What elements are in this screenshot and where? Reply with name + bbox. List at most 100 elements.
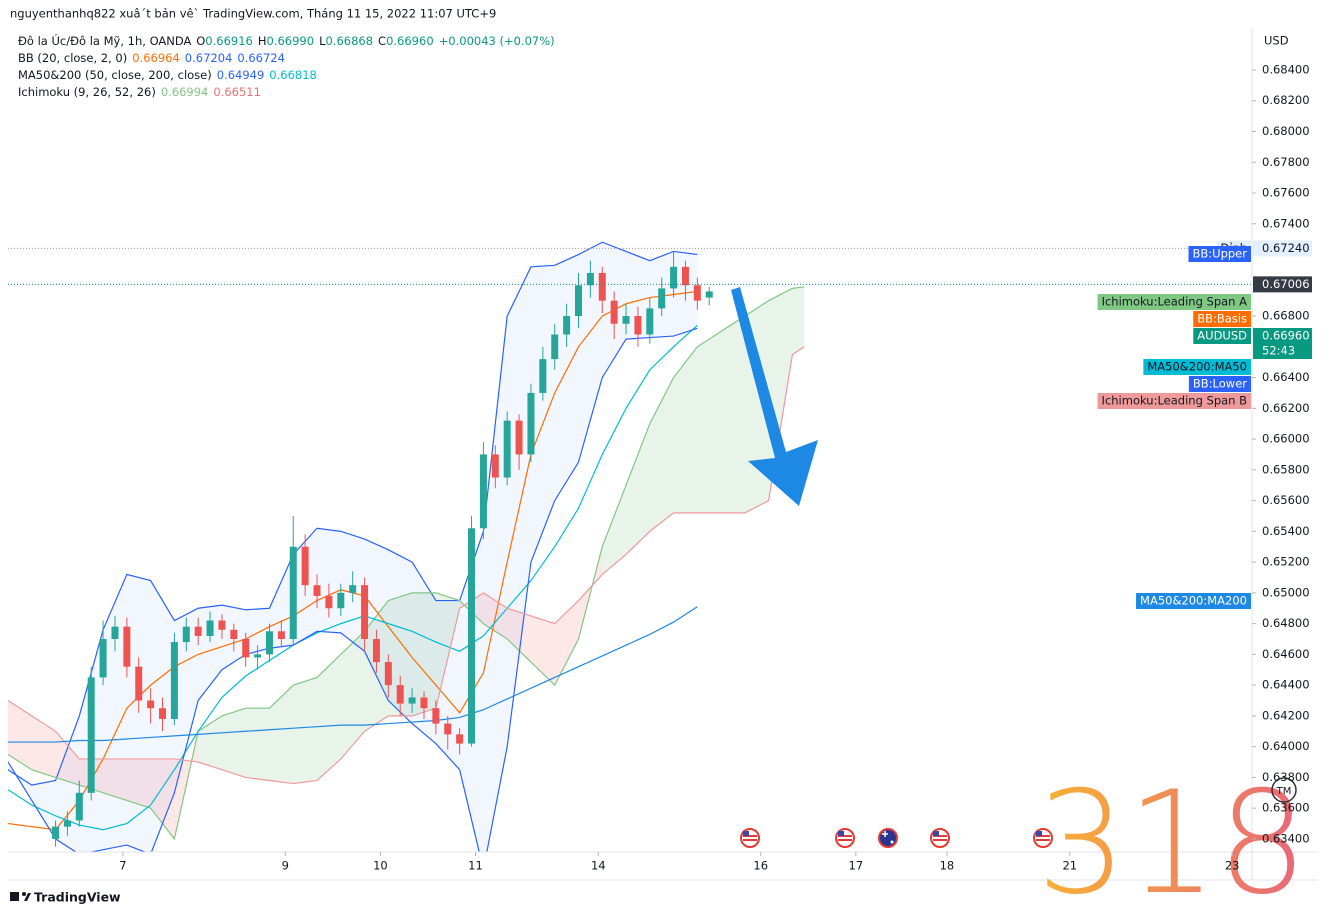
candle-body	[491, 454, 499, 478]
level-value-tag	[1253, 276, 1312, 293]
ichimoku-cloud	[388, 592, 413, 716]
y-tick-label: 0.66800	[1262, 309, 1310, 323]
ichimoku-cloud	[293, 677, 318, 784]
candle-body	[551, 334, 559, 360]
legend-value: 0.66994	[161, 85, 209, 99]
symbol-tag	[1193, 328, 1251, 344]
ichimoku-cloud	[221, 708, 246, 778]
candle-body	[361, 585, 369, 640]
candle-body	[563, 316, 571, 335]
y-tick-label: 0.63600	[1262, 801, 1310, 815]
footer-logo-icon	[10, 892, 31, 901]
y-tick-label: 0.65200	[1262, 555, 1310, 569]
x-tick-label: 23	[1225, 859, 1240, 873]
ichimoku-cloud	[55, 731, 80, 786]
series-tag-text: MA50&200:MA50	[1147, 360, 1247, 374]
y-tick-label: 0.65000	[1262, 585, 1310, 599]
ichimoku-cloud	[721, 316, 745, 513]
candle-body	[349, 585, 357, 593]
event-flag	[930, 828, 950, 848]
y-tick-label: 0.67600	[1262, 186, 1310, 200]
legend-value: 0.66511	[213, 85, 261, 99]
series-tag-text: BB:Lower	[1193, 377, 1247, 391]
x-tick-label: 11	[468, 859, 483, 873]
legend-line: Ichimoku (9, 26, 52, 26) 0.66994 0.66511	[18, 85, 261, 99]
ichimoku-cloud	[245, 708, 270, 781]
candle-body	[337, 592, 345, 609]
ichimoku-cloud	[317, 654, 341, 781]
series-tag	[1193, 311, 1251, 327]
candle-body	[265, 631, 273, 655]
legend-value: 0.66916	[205, 34, 253, 48]
y-tick-label: 0.68200	[1262, 93, 1310, 107]
ichimoku-cloud	[412, 592, 436, 716]
candle-body	[408, 697, 416, 704]
candle-body	[111, 626, 119, 640]
legend-value: 0.66818	[269, 68, 317, 82]
ichimoku-cloud	[435, 592, 460, 709]
candle-body	[527, 392, 535, 455]
indicator-line	[8, 346, 805, 785]
candle-body	[99, 639, 107, 678]
candle-body	[384, 662, 392, 686]
series-tag-text: Ichimoku:Leading Span B	[1102, 394, 1248, 408]
candle-body	[242, 639, 250, 658]
series-tag-text: BB:Basis	[1197, 312, 1247, 326]
legend-key: O	[196, 34, 205, 48]
candle-body	[396, 685, 404, 704]
ichimoku-cloud	[673, 346, 698, 513]
ichimoku-cloud	[530, 615, 555, 686]
tm-circle	[1271, 777, 1297, 803]
y-tick-label: 0.63800	[1262, 770, 1310, 784]
event-flag	[835, 828, 855, 848]
level-value-label: 0.67006	[1262, 277, 1310, 291]
y-tick-label: 0.65600	[1262, 493, 1310, 507]
series-tag-text: Ichimoku:Leading Span A	[1102, 295, 1248, 309]
series-tag	[1143, 359, 1251, 375]
x-tick-label: 18	[940, 859, 955, 873]
event-flag	[740, 828, 760, 848]
x-tick-label: 14	[591, 859, 606, 873]
candle-body	[182, 626, 190, 643]
series-tag	[1097, 393, 1251, 409]
candle-body	[170, 642, 178, 719]
y-tick-label: 0.64600	[1262, 647, 1310, 661]
footer-logo: TradingView	[34, 890, 121, 905]
candle-body	[218, 620, 226, 630]
candle-body	[301, 546, 309, 586]
indicator-line	[8, 327, 698, 852]
ichimoku-cloud	[103, 758, 127, 801]
candle-body	[75, 792, 83, 821]
x-tick-label: 9	[282, 859, 289, 873]
countdown: 52:43	[1262, 344, 1295, 358]
series-tag	[1188, 246, 1251, 262]
x-tick-label: 7	[119, 859, 126, 873]
legend-title: Ichimoku (9, 26, 52, 26)	[18, 85, 156, 99]
candle-body	[681, 266, 689, 286]
legend-key: C	[378, 34, 386, 48]
candle-body	[670, 266, 678, 289]
indicator-line	[8, 241, 698, 786]
candle-body	[52, 826, 60, 839]
level-value-label: 0.67240	[1262, 241, 1310, 255]
legend-value: 0.66960	[386, 34, 434, 48]
legend-line: BB (20, close, 2, 0) 0.66964 0.67204 0.6672…	[18, 51, 285, 65]
legend-value: 0.66990	[267, 34, 315, 48]
series-tag	[1136, 593, 1251, 609]
ichimoku-cloud	[626, 423, 650, 555]
candle-body	[254, 654, 262, 658]
candle-body	[586, 272, 594, 286]
y-tick-label: 0.65400	[1262, 524, 1310, 538]
y-tick-label: 0.64200	[1262, 708, 1310, 722]
candle-body	[277, 631, 285, 640]
series-tag	[1188, 376, 1251, 392]
x-tick-label: 17	[849, 859, 864, 873]
candle-body	[634, 316, 642, 335]
symbol-tag-text: AUDUSD	[1197, 329, 1247, 343]
event-flag	[878, 828, 898, 848]
legend-title: BB (20, close, 2, 0)	[18, 51, 127, 65]
candle-body	[539, 359, 547, 393]
